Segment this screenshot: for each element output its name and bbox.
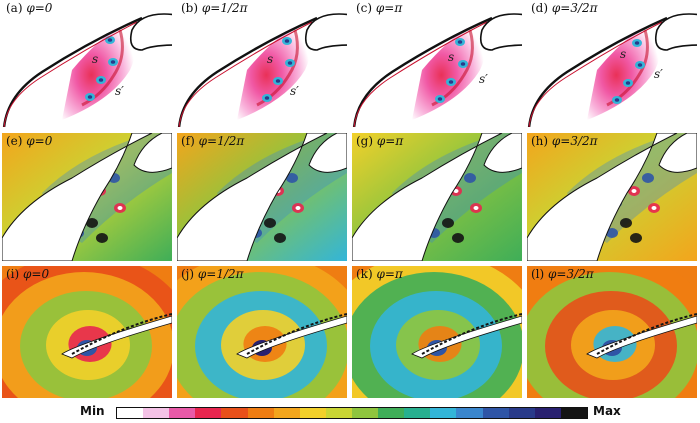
colorbar-swatch [351,408,379,418]
annotation-s: s [448,50,455,64]
panel-label: (f) [181,134,199,148]
panel-label: (g) [356,134,377,148]
panel-b: (b) φ=1/2π s s′ [177,0,347,127]
panel-k: (k) φ=π [352,266,522,398]
panel-label: (a) [6,1,27,15]
phase-label: φ=0 [23,267,50,281]
annotation-s-prime: s′ [654,67,663,81]
phase-label: φ=1/2π [198,134,245,148]
phase-label: φ=π [376,134,404,148]
vorticity-field-plot [352,133,522,261]
phase-label: φ=3/2π [551,134,598,148]
panel-g: (g) φ=π [352,133,522,261]
colorbar-min-label: Min [80,404,105,418]
panel-label: (b) [181,1,202,15]
panel-e: (e) φ=0 [2,133,172,261]
panel-label: (h) [531,134,552,148]
acoustic-field-plot [527,266,697,398]
panel-label: (i) [6,267,24,281]
panel-label: (d) [531,1,552,15]
colorbar-swatch [247,408,274,418]
colorbar-swatch [430,408,457,418]
colorbar [116,407,588,419]
colorbar-swatch [143,408,170,418]
slat-flow-plot [2,0,172,127]
acoustic-field-plot [2,266,172,398]
colorbar-swatch [508,408,535,418]
panel-a: (a) φ=0 s s′ [2,0,172,127]
colorbar-swatch [325,408,352,418]
colorbar-swatch [221,408,248,418]
panel-label: (k) [356,267,377,281]
acoustic-field-plot [352,266,522,398]
colorbar-swatch [560,408,587,418]
panel-l: (l) φ=3/2π [527,266,697,398]
vorticity-field-plot [2,133,172,261]
phase-label: φ=1/2π [197,267,244,281]
phase-label: φ=3/2π [551,1,598,15]
annotation-s: s [620,47,627,61]
panel-c: (c) φ=π s s′ [352,0,522,127]
colorbar-swatch [534,408,561,418]
phase-label: φ=3/2π [548,267,594,281]
colorbar-max-label: Max [593,404,621,418]
panel-label: (e) [6,134,27,148]
phase-label: φ=π [376,267,403,281]
slat-flow-plot [177,0,347,127]
phase-label: φ=0 [26,1,53,15]
phase-label: φ=π [375,1,403,15]
acoustic-field-plot [177,266,347,398]
panel-label: (j) [181,267,198,281]
colorbar-swatch [404,408,431,418]
slat-flow-plot [527,0,697,127]
colorbar-swatch [482,408,509,418]
panel-i: (i) φ=0 [2,266,172,398]
panel-j: (j) φ=1/2π [177,266,347,398]
colorbar-swatch [378,408,405,418]
vorticity-field-plot [527,133,697,261]
phase-label: φ=1/2π [201,1,248,15]
colorbar-swatch [195,408,222,418]
annotation-s: s [267,52,274,66]
phase-label: φ=0 [26,134,53,148]
annotation-s-prime: s′ [479,72,488,86]
colorbar-swatch [117,408,144,418]
colorbar-swatch [456,408,483,418]
colorbar-swatch [169,408,196,418]
panel-d: (d) φ=3/2π s s′ [527,0,697,127]
colorbar-swatch [299,408,326,418]
colorbar-swatch [273,408,300,418]
annotation-s-prime: s′ [290,84,299,98]
vorticity-field-plot [177,133,347,261]
panel-f: (f) φ=1/2π [177,133,347,261]
panel-label: (c) [356,1,376,15]
annotation-s-prime: s′ [115,84,124,98]
panel-label: (l) [531,267,549,281]
panel-h: (h) φ=3/2π [527,133,697,261]
slat-flow-plot [352,0,522,127]
annotation-s: s [92,52,99,66]
